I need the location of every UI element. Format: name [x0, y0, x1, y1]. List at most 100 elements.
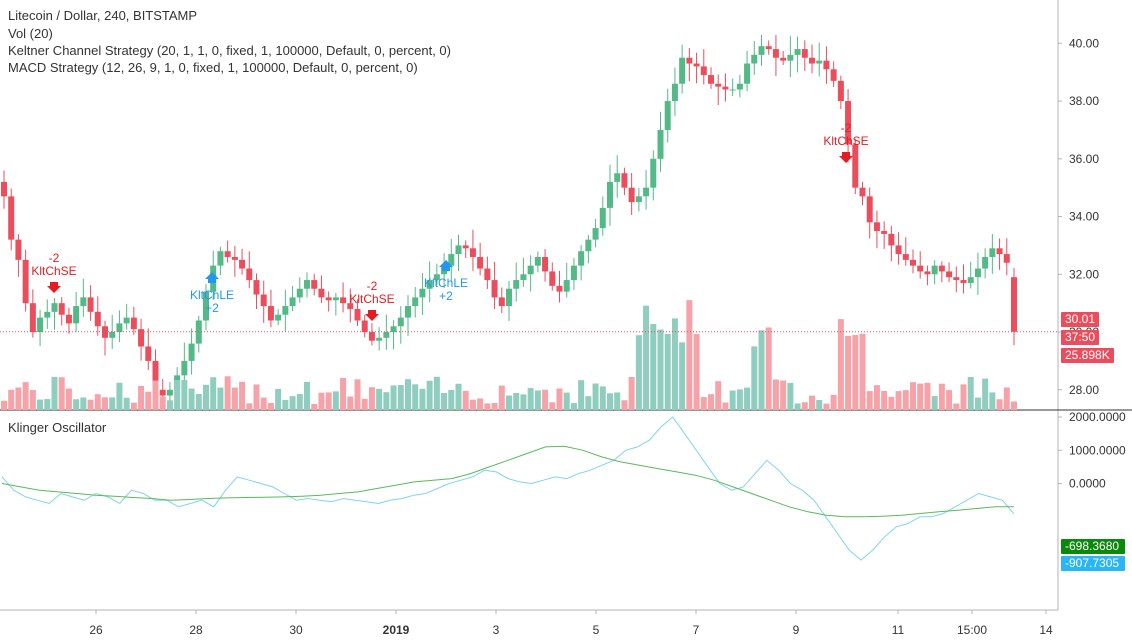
- candle-body: [563, 280, 570, 292]
- candle-body: [390, 326, 397, 333]
- candle-body: [607, 181, 613, 208]
- candle-body: [556, 285, 563, 292]
- klinger-tick-label: 1000.0000: [1069, 443, 1126, 457]
- volume-bar: [94, 394, 101, 410]
- candle-body: [376, 337, 383, 341]
- volume-bar: [794, 403, 801, 410]
- time-tick-label: 2019: [383, 623, 410, 637]
- candle-body: [145, 346, 152, 361]
- volume-bar: [751, 346, 758, 410]
- volume-bar: [837, 319, 844, 410]
- volume-bar: [664, 333, 671, 410]
- candle-body: [123, 317, 130, 324]
- candle-body: [917, 265, 924, 272]
- study-macd-label: MACD Strategy (12, 26, 9, 1, 0, fixed, 1…: [8, 60, 418, 75]
- volume-bar: [419, 388, 426, 410]
- signal-name-label: KltChLE: [190, 288, 234, 302]
- candle-body: [94, 311, 101, 327]
- volume-bar: [174, 379, 181, 410]
- volume-bar: [361, 398, 368, 410]
- volume-bar: [520, 394, 527, 410]
- volume-bar: [231, 387, 238, 410]
- volume-bar: [563, 392, 570, 410]
- volume-bar: [556, 388, 563, 410]
- volume-bar: [37, 399, 44, 410]
- candle-body: [29, 303, 36, 333]
- volume-bar: [304, 381, 310, 410]
- candle-body: [592, 228, 599, 240]
- countdown-badge: 37:50: [1061, 330, 1100, 345]
- candle-body: [347, 303, 354, 309]
- volume-bar: [902, 390, 909, 410]
- candle-body: [477, 256, 484, 269]
- volume-bar: [368, 387, 375, 410]
- volume-bar: [383, 392, 390, 410]
- volume-bar: [599, 386, 606, 410]
- volume-bar: [73, 399, 80, 410]
- candle-body: [772, 49, 779, 58]
- volume-bar: [462, 390, 469, 410]
- klinger-tick-label: 2000.0000: [1069, 410, 1126, 424]
- time-tick-label: 9: [793, 623, 800, 637]
- short-arrow-icon: [365, 310, 379, 321]
- volume-bar: [845, 335, 852, 410]
- candle-body: [881, 230, 888, 234]
- candle-body: [801, 49, 808, 58]
- candle-body: [51, 303, 58, 312]
- candle-body: [217, 251, 224, 266]
- volume-bar: [217, 387, 224, 410]
- volume-bar: [570, 403, 577, 410]
- volume-bar: [607, 393, 613, 410]
- candle-body: [758, 46, 765, 55]
- candle-body: [260, 294, 267, 307]
- volume-bar: [188, 388, 195, 410]
- volume-bar: [29, 390, 36, 410]
- time-tick-label: 11: [892, 623, 905, 637]
- candle-body: [982, 256, 989, 269]
- volume-bar: [166, 400, 173, 410]
- candle-body: [895, 245, 902, 255]
- candle-body: [708, 75, 714, 84]
- volume-bar: [65, 388, 72, 410]
- candle-body: [318, 288, 325, 298]
- signal-name-label: KltChSE: [31, 264, 76, 278]
- candle-body: [686, 57, 693, 64]
- volume-bar: [881, 390, 888, 410]
- candle-body: [938, 265, 945, 272]
- candle-body: [736, 83, 743, 90]
- volume-bar: [506, 395, 512, 410]
- candle-body: [650, 158, 657, 188]
- candle-body: [138, 329, 145, 347]
- candle-body: [729, 89, 736, 91]
- candle-body: [65, 314, 72, 324]
- volume-bar: [51, 376, 58, 410]
- candle-body: [960, 280, 967, 283]
- candle-body: [405, 306, 411, 318]
- volume-bar: [996, 399, 1003, 410]
- volume-bar: [585, 396, 592, 410]
- candle-body: [542, 256, 549, 272]
- volume-bar: [426, 380, 433, 410]
- price-tick-label: 32.00: [1069, 267, 1099, 281]
- volume-bar: [729, 390, 736, 410]
- candle-body: [282, 306, 289, 315]
- candle-body: [448, 254, 455, 266]
- volume-bar: [246, 403, 253, 410]
- volume-bar: [455, 383, 462, 410]
- candle-body: [787, 54, 794, 61]
- candle-body: [1003, 254, 1010, 263]
- volume-bar: [123, 397, 130, 410]
- candle-body: [780, 57, 787, 61]
- volume-bar: [412, 384, 419, 410]
- time-tick-label: 15:00: [957, 623, 987, 637]
- candle-body: [332, 297, 339, 301]
- candle-body: [130, 317, 137, 330]
- candle-body: [296, 288, 303, 298]
- volume-bar: [772, 379, 779, 410]
- candle-body: [527, 265, 534, 275]
- volume-bar: [253, 384, 260, 410]
- candle-body: [361, 320, 368, 333]
- volume-bar: [138, 385, 145, 410]
- volume-bar: [513, 392, 520, 410]
- candle-body: [549, 271, 556, 286]
